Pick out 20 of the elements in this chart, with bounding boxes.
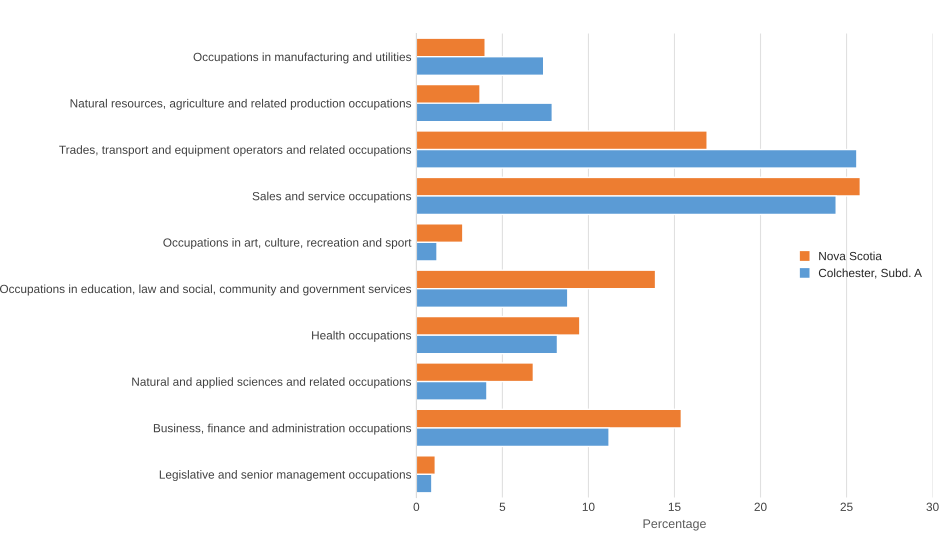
legend-label: Colchester, Subd. A — [818, 268, 922, 279]
x-tick-label: 30 — [926, 502, 939, 512]
y-tick-label: Trades, transport and equipment operators and related occupations — [59, 145, 412, 156]
y-tick-label: Health occupations — [312, 330, 412, 342]
legend-label: Nova Scotia — [819, 252, 882, 260]
y-tick-label: Sales and service occupations — [252, 192, 412, 203]
x-tick-label: 25 — [840, 502, 853, 512]
x-tick-label: 5 — [500, 502, 506, 512]
x-tick-label: 10 — [582, 502, 595, 512]
x-tick-label: 15 — [668, 502, 681, 512]
y-tick-label: Natural and applied sciences and related occupations — [132, 377, 412, 388]
y-tick-label: Occupations in education, law and social, community and government services — [0, 284, 412, 296]
y-tick-label: Occupations in art, culture, recreation and sport — [163, 238, 412, 250]
y-tick-label: Legislative and senior management occupations — [160, 470, 412, 482]
x-axis-title: Percentage — [644, 519, 706, 531]
x-tick-label: 20 — [754, 502, 767, 512]
y-tick-label: Occupations in manufacturing and utilities — [194, 52, 412, 64]
y-tick-label: Business, finance and administration occupations — [154, 424, 412, 435]
y-tick-label: Natural resources, agriculture and related production occupations — [70, 98, 412, 110]
x-tick-label: 0 — [414, 502, 420, 512]
